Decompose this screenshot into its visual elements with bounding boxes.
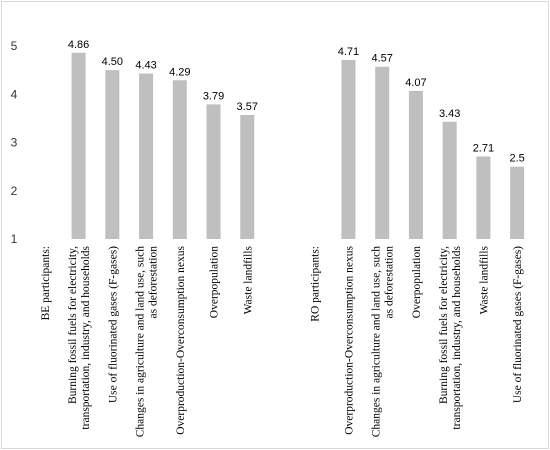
- bar-value-label: 3.79: [203, 90, 224, 102]
- bar: [341, 59, 356, 240]
- bar-value-label: 3.57: [237, 101, 258, 113]
- bar-value-label: 4.07: [405, 77, 426, 89]
- bar: [442, 121, 457, 239]
- bar: [206, 104, 221, 239]
- bar: [172, 80, 187, 239]
- bar-value-label: 2.5: [509, 153, 524, 165]
- category-label: Overpopulation: [411, 246, 423, 318]
- category-label: transportation, industry, and households: [80, 245, 92, 429]
- category-label: Waste landfills: [478, 245, 490, 314]
- bar: [105, 70, 120, 239]
- bar: [476, 156, 491, 239]
- bar-value-label: 4.50: [102, 56, 123, 68]
- category-label: transportation, industry, and households: [451, 245, 463, 429]
- bar-value-label: 2.71: [473, 142, 494, 154]
- category-label: RO participants:: [310, 246, 322, 322]
- y-tick-label: 5: [11, 39, 18, 53]
- category-label: Changes in agriculture and land use, suc…: [135, 246, 147, 438]
- category-label: Burning fossil fuels for electricity,: [67, 246, 79, 404]
- bar-value-label: 4.43: [135, 60, 156, 72]
- category-label: Waste landfills: [242, 245, 254, 314]
- category-label: Overproduction-Overconsumption nexus: [175, 245, 187, 434]
- y-tick-label: 3: [11, 136, 18, 150]
- bar-value-label: 4.29: [169, 66, 190, 78]
- y-tick-label: 1: [11, 232, 18, 246]
- category-label: Burning fossil fuels for electricity,: [438, 246, 450, 404]
- bar-value-label: 4.86: [68, 39, 89, 51]
- y-tick-label: 4: [11, 87, 18, 101]
- category-label: Overproduction-Overconsumption nexus: [343, 245, 355, 434]
- y-tick-label: 2: [11, 184, 18, 198]
- bar: [375, 66, 390, 239]
- category-label: Use of fluorinated gases (F-gases): [512, 246, 524, 403]
- category-label: Overpopulation: [209, 246, 221, 318]
- bar-value-label: 4.71: [338, 46, 359, 58]
- bar: [71, 52, 86, 239]
- category-label: as deforestation: [384, 246, 396, 319]
- bar: [139, 73, 154, 239]
- category-label: BE participants:: [40, 246, 52, 320]
- category-label: Use of fluorinated gases (F-gases): [107, 246, 119, 403]
- category-label: Changes in agriculture and land use, suc…: [371, 246, 383, 438]
- bar-value-label: 3.43: [439, 108, 460, 120]
- bar: [408, 90, 423, 239]
- bar: [510, 166, 525, 239]
- bar: [240, 114, 255, 239]
- category-label: as deforestation: [148, 246, 160, 319]
- bar-value-label: 4.57: [371, 53, 392, 65]
